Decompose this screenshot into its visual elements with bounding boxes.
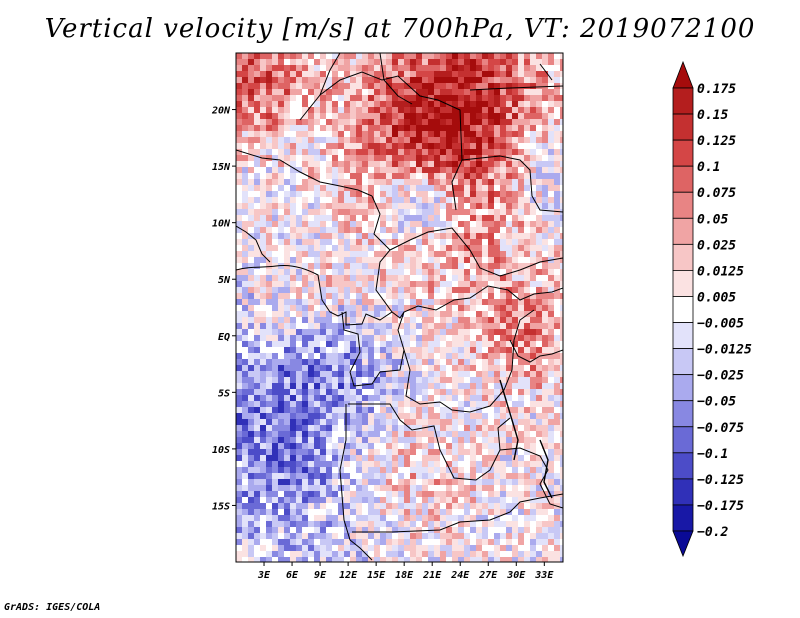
zambia-malawi-border (499, 447, 563, 509)
colorbar-max-triangle (672, 60, 694, 89)
lake-tanganyika (499, 379, 519, 461)
sudan-border (461, 155, 563, 213)
colorbar-segment (672, 191, 694, 219)
colorbar-segment (672, 452, 694, 480)
colorbar-segment (672, 243, 694, 271)
lat-tick-label: 5N (218, 275, 231, 286)
grads-credit: GrADS: IGES/COLA (4, 602, 101, 613)
algeria-niger-border (299, 53, 341, 121)
lat-tick-label: 10N (212, 219, 231, 230)
angola-namibia-zambia-border (352, 493, 563, 533)
colorbar-segment (672, 478, 694, 506)
colorbar-segment (672, 504, 694, 532)
lon-tick-label: 18E (395, 570, 414, 581)
colorbar-label: −0.005 (697, 317, 744, 332)
gabon-congo-border (341, 311, 405, 387)
colorbar-segment (672, 139, 694, 167)
colorbar-min-triangle (672, 530, 694, 558)
colorbar-label: −0.05 (697, 395, 736, 410)
colorbar-segment (672, 296, 694, 323)
lon-tick-label: 6E (286, 570, 299, 581)
velocity-field (236, 53, 563, 562)
colorbar-label: 0.075 (697, 186, 736, 201)
libya-border-west (379, 53, 413, 105)
colorbar-segment (672, 165, 694, 193)
colorbar-segment (672, 400, 694, 428)
egypt-border (469, 85, 563, 91)
lat-tick-label: 20N (211, 106, 231, 117)
colorbar-label: 0.175 (697, 82, 736, 97)
angola-west-coast (339, 404, 373, 561)
colorbar-label: 0.005 (697, 290, 736, 305)
colorbar-label: −0.125 (697, 473, 744, 488)
colorbar-label: 0.025 (697, 238, 736, 253)
car-sudan-border (389, 227, 563, 277)
lat-tick-label: 15S (212, 501, 230, 512)
lon-tick-label: 24E (450, 570, 470, 581)
lon-tick-label: 12E (339, 570, 358, 581)
map-title: Vertical velocity [m/s] at 700hPa, VT: 2… (44, 14, 756, 44)
colorbar-label: −0.175 (697, 499, 744, 514)
lat-tick-label: 10S (212, 445, 230, 456)
lon-tick-label: 3E (257, 570, 271, 581)
lon-tick-label: 15E (367, 570, 386, 581)
lat-tick-label: 15N (212, 162, 231, 173)
colorbar-label: 0.1 (697, 160, 720, 175)
west-coast-liberia (236, 225, 271, 263)
colorbar-segment (672, 322, 694, 349)
red-sea-coast (539, 63, 553, 81)
lon-tick-label: 9E (314, 570, 327, 581)
lon-tick-label: 21E (422, 570, 442, 581)
lat-tick-label: 5S (218, 388, 230, 399)
colorbar-label: 0.0125 (697, 264, 744, 279)
colorbar-label: −0.1 (697, 447, 728, 462)
colorbar-segment (672, 113, 694, 141)
sahel-border (236, 149, 373, 197)
colorbar-segment (672, 270, 694, 297)
drc-east-border (403, 309, 535, 413)
lon-tick-label: 30E (506, 570, 526, 581)
lat-tick-label: EQ (218, 332, 230, 343)
colorbar: 0.175 0.15 0.125 0.1 0.075 0.05 0.025 0.0125 0.0… (672, 60, 752, 558)
map-frame (235, 52, 564, 563)
lon-tick-label: 27E (478, 570, 498, 581)
colorbar-label: 0.125 (697, 134, 736, 149)
lon-tick-label: 33E (534, 570, 554, 581)
colorbar-label: −0.025 (697, 369, 744, 384)
angola-drc-border (348, 403, 511, 481)
coast-gulf-of-guinea-border (236, 265, 563, 326)
latitude-axis: 20N 15N 10N 5N EQ 5S 10S 15S (211, 106, 236, 512)
colorbar-segment (672, 87, 694, 115)
colorbar-label: −0.075 (697, 421, 744, 436)
colorbar-label: 0.05 (697, 212, 728, 227)
colorbar-label: −0.2 (697, 525, 728, 540)
colorbar-segment (672, 374, 694, 402)
colorbar-label: −0.0125 (697, 343, 752, 358)
colorbar-label: 0.15 (697, 108, 728, 123)
lake-malawi (539, 439, 553, 499)
country-borders (236, 53, 563, 561)
colorbar-segment (672, 426, 694, 454)
chad-libya-border (319, 71, 463, 211)
colorbar-segment (672, 217, 694, 245)
uganda-border (509, 339, 563, 363)
colorbar-segment (672, 348, 694, 376)
longitude-axis: 3E 6E 9E 12E 15E 18E 21E 24E 27E 30E 33E (257, 562, 554, 581)
